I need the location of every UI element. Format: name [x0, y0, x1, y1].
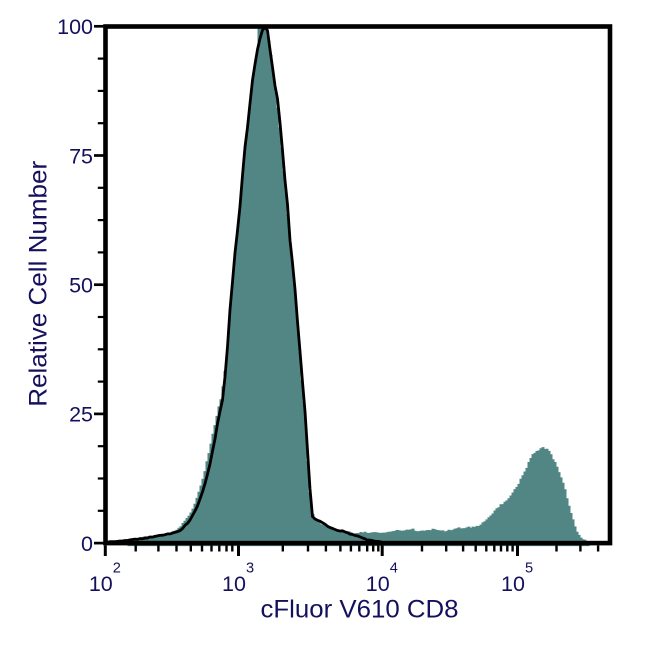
- svg-text:25: 25: [69, 403, 93, 427]
- svg-text:75: 75: [69, 144, 93, 168]
- svg-text:10: 10: [501, 572, 525, 596]
- svg-text:Relative Cell Number: Relative Cell Number: [25, 161, 53, 407]
- svg-text:10: 10: [366, 572, 390, 596]
- svg-text:0: 0: [81, 532, 93, 556]
- svg-text:50: 50: [69, 274, 93, 298]
- svg-text:5: 5: [525, 561, 533, 577]
- svg-text:100: 100: [57, 15, 93, 39]
- svg-text:4: 4: [390, 561, 398, 577]
- svg-text:3: 3: [246, 561, 254, 577]
- svg-text:10: 10: [222, 572, 246, 596]
- svg-text:10: 10: [89, 572, 113, 596]
- svg-text:2: 2: [113, 561, 121, 577]
- svg-text:cFluor V610 CD8: cFluor V610 CD8: [261, 596, 459, 624]
